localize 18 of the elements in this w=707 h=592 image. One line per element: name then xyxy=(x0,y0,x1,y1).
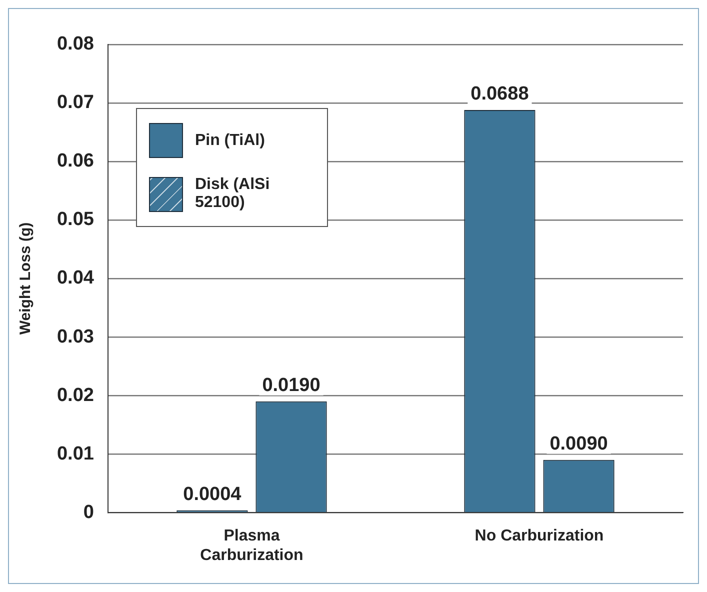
data-label: 0.0688 xyxy=(470,84,529,105)
y-tick-label: 0.02 xyxy=(56,384,94,406)
y-tick-label: 0.07 xyxy=(56,92,94,114)
y-axis-title: Weight Loss (g) xyxy=(17,222,34,335)
legend-label: Pin (TiAl) xyxy=(194,132,266,150)
x-tick-label: Plasma Carburization xyxy=(200,528,304,564)
data-label: 0.0090 xyxy=(550,434,608,455)
y-tick-label: 0.06 xyxy=(56,150,94,172)
data-label: 0.0190 xyxy=(262,375,320,396)
y-tick-label: 0.04 xyxy=(56,268,94,289)
data-label: 0.0004 xyxy=(183,484,242,505)
y-tick-label: 0.01 xyxy=(56,443,94,464)
y-tick-label: 0 xyxy=(83,502,94,523)
y-tick-label: 0.03 xyxy=(56,326,94,348)
y-tick-label: 0.08 xyxy=(56,34,94,55)
y-tick-label: 0.05 xyxy=(56,209,94,230)
legend-label: Disk (AlSi 52100) xyxy=(194,176,271,212)
x-tick-label: No Carburization xyxy=(474,528,604,545)
